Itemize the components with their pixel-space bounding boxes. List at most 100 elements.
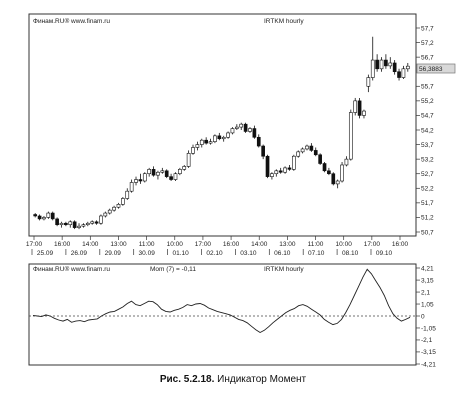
candle-body (33, 214, 38, 217)
candle-body (405, 65, 410, 70)
candle-body (392, 62, 397, 73)
candle-body (313, 150, 318, 156)
momentum-y-tick-label: -3,15 (421, 349, 436, 356)
candle-body (291, 155, 296, 170)
price-y-tick-label: 53,2 (421, 156, 434, 163)
candle-body (243, 123, 248, 132)
candle-body (213, 135, 217, 142)
time-tick-label: 17:00 (26, 241, 43, 248)
time-tick-label: 16:00 (223, 241, 240, 248)
candle-body (134, 179, 138, 183)
date-tick-label: 06.10 (274, 250, 291, 257)
price-title: IRTKM hourly (264, 18, 304, 25)
candle-body (178, 169, 182, 175)
candle-body (331, 173, 336, 185)
candle-body (340, 164, 344, 182)
date-tick-label: 08.10 (342, 250, 359, 257)
date-tick-label: 03.10 (240, 250, 257, 257)
price-source-label: Финам.RU® www.finam.ru (33, 17, 110, 25)
time-tick-label: 13:00 (279, 241, 296, 248)
candle-body (195, 144, 200, 148)
candle-body (318, 154, 322, 164)
candle-body (125, 190, 130, 199)
candle-body (204, 139, 208, 144)
price-y-tick-label: 57,2 (421, 40, 434, 47)
candle-body (160, 170, 165, 173)
candle-body (46, 212, 51, 218)
price-plot-frame (28, 13, 417, 237)
candle-body (199, 139, 204, 145)
candle-body (278, 170, 283, 173)
candle-body (182, 166, 187, 170)
price-y-tick-label: 55,2 (421, 98, 434, 105)
candle-body (42, 217, 46, 220)
time-tick-label: 14:00 (82, 241, 99, 248)
candle-body (379, 59, 384, 70)
time-tick-label: 10:00 (167, 241, 184, 248)
momentum-y-tick-label: -2,1 (421, 337, 433, 344)
candle-body (164, 170, 169, 177)
momentum-y-tick-label: 0 (421, 313, 425, 320)
candle-body (64, 222, 68, 226)
candle-body (169, 176, 173, 180)
price-y-tick-label: 50,7 (421, 229, 434, 236)
candle-body (327, 170, 331, 175)
candle-body (322, 163, 327, 172)
candle-body (309, 145, 314, 151)
candle-body (147, 169, 152, 175)
candle-body (348, 112, 353, 160)
date-tick-label: 02.10 (206, 250, 223, 257)
candle-body (186, 153, 191, 167)
candle-body (375, 59, 379, 70)
candle-body (221, 136, 226, 140)
date-labels: 25.09 26.09 29.09 30.09 01.10 02.10 03.10 06.10… (31, 249, 393, 257)
candle-body (77, 225, 81, 228)
momentum-y-tick-label: -1,05 (421, 325, 436, 332)
time-tick-label: 17:00 (195, 241, 212, 248)
price-y-tick-label: 54,2 (421, 127, 434, 134)
date-tick-label: 07.10 (308, 250, 325, 257)
date-tick-label: 09.10 (376, 250, 393, 257)
price-y-tick-label: 54,7 (421, 113, 434, 120)
candle-body (335, 180, 340, 185)
time-tick-label: 11:00 (308, 241, 324, 248)
candle-body (129, 182, 134, 192)
date-tick-label: 01.10 (172, 250, 189, 257)
time-tick-label: 11:00 (139, 241, 155, 248)
candle-body (99, 215, 103, 224)
candle-body (142, 173, 147, 182)
candle-body (112, 206, 116, 211)
time-tick-label: 16:00 (392, 241, 409, 248)
candle-body (226, 132, 230, 138)
candle-body (208, 141, 213, 144)
price-y-tick-label: 57,7 (421, 25, 434, 32)
current-price-tag: 56,3883 (416, 63, 456, 74)
time-tick-label: 10:00 (336, 241, 353, 248)
candle-body (156, 171, 160, 176)
momentum-y-tick-label: 1,05 (421, 301, 434, 308)
candle-body (68, 221, 73, 226)
candle-body (287, 167, 292, 170)
time-tick-label: 17:00 (364, 241, 381, 248)
candle-body (103, 212, 108, 217)
date-tick-label: 29.09 (105, 250, 122, 257)
candle-body (94, 221, 99, 224)
candle-body (55, 218, 59, 226)
time-tick-label: 13:00 (110, 241, 127, 248)
candle-body (59, 222, 64, 226)
date-tick-label: 25.09 (37, 250, 54, 257)
price-y-tick-label: 56,7 (421, 54, 434, 61)
candle-body (256, 136, 261, 147)
candle-body (388, 62, 393, 67)
candle-body (90, 221, 95, 224)
momentum-y-tick-label: -4,21 (421, 361, 436, 368)
momentum-y-tick-label: 4,21 (421, 265, 434, 272)
candle-body (252, 128, 257, 138)
momentum-title: IRTKM hourly (264, 266, 304, 273)
candle-body (239, 123, 244, 128)
candle-body (401, 68, 406, 78)
momentum-y-axis: 4,21 3,15 2,1 1,05 0 -1,05 -2,1 -3,15 -4,21 (416, 265, 436, 368)
candle-body (397, 71, 401, 78)
candle-body (81, 224, 86, 227)
